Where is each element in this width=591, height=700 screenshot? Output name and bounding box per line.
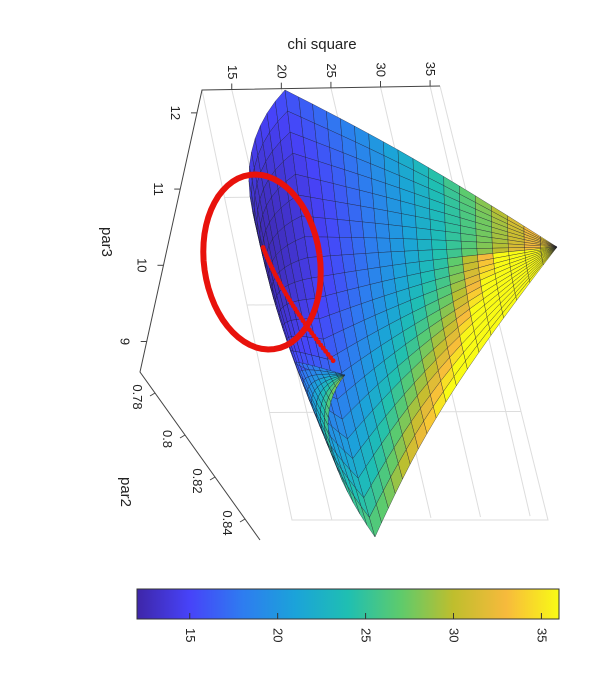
- surface-patch: [373, 208, 389, 225]
- colorbar-tick-label: 35: [534, 628, 549, 642]
- colorbar-tick-label: 15: [183, 628, 198, 642]
- par2-axis-label: par2: [117, 477, 134, 507]
- colorbar: 15 20 25 30 35: [136, 588, 560, 642]
- surface-patch: [345, 186, 361, 207]
- par2-tick-label: 0.8: [160, 430, 175, 448]
- par2-axis-ticks: 0.78 0.8 0.82 0.84: [130, 384, 246, 536]
- par3-tick-label: 10: [134, 258, 149, 272]
- surface-patch: [402, 238, 419, 252]
- surface-patch: [542, 246, 558, 266]
- surface-patch: [332, 183, 349, 204]
- surface-patch: [339, 237, 354, 256]
- surface-patch: [362, 221, 377, 239]
- z-tick-label: 15: [225, 65, 240, 79]
- surface-patch: [416, 238, 433, 251]
- surface-patch: [365, 252, 381, 270]
- surface-patch: [374, 222, 390, 239]
- z-axis-label: chi square: [287, 36, 356, 53]
- surface-patch: [347, 203, 363, 223]
- par3-tick-label: 12: [168, 106, 183, 120]
- surface-patch: [353, 253, 369, 272]
- par2-tick-label: 0.84: [220, 510, 235, 535]
- colorbar-ticks: 15 20 25 30 35: [183, 613, 549, 642]
- colorbar-tick-label: 25: [359, 628, 374, 642]
- par3-axis-ticks: 12 11 10 9: [118, 106, 197, 345]
- colorbar-gradient: [136, 588, 560, 620]
- surface-patch: [431, 239, 447, 251]
- z-axis-ticks: 15 20 25 30 35: [225, 62, 438, 90]
- surface-patch: [387, 210, 403, 227]
- axes: [139, 85, 441, 541]
- z-tick-label: 30: [374, 63, 389, 77]
- surface-patch: [349, 220, 365, 238]
- surface-patch: [388, 224, 404, 239]
- par2-tick-mark: [239, 518, 246, 523]
- surface-patch: [491, 242, 509, 249]
- par3-tick-label: 9: [118, 338, 133, 345]
- contour-marker: [260, 245, 266, 250]
- surface-patch: [378, 251, 393, 268]
- par2-tick-label: 0.78: [130, 384, 145, 409]
- surface-patch: [476, 241, 493, 249]
- surface-patch: [351, 237, 367, 255]
- par3-axis-label: par3: [98, 227, 115, 257]
- surface-patch: [390, 250, 406, 266]
- par2-tick-label: 0.82: [190, 468, 205, 493]
- colorbar-tick-label: 30: [447, 628, 462, 642]
- contour-ring: [200, 171, 336, 364]
- surface-patch: [360, 205, 376, 224]
- surface-patch: [415, 227, 432, 241]
- surface-patch: [445, 240, 462, 250]
- colorbar-tick-label: 20: [271, 628, 286, 642]
- contour-line: [200, 171, 324, 353]
- z-tick-label: 25: [324, 63, 339, 77]
- surface-patch: [430, 229, 447, 241]
- par2-tick-mark: [149, 392, 156, 397]
- surface: [248, 89, 558, 538]
- z-tick-label: 20: [274, 64, 289, 78]
- par2-tick-mark: [179, 434, 186, 439]
- surface-patch: [401, 225, 418, 240]
- par2-tick-mark: [209, 476, 216, 481]
- surface-patch: [460, 240, 478, 250]
- surface-patch: [355, 268, 371, 288]
- surface-patch: [389, 238, 405, 253]
- surface-patch: [334, 201, 350, 221]
- surface-patch: [376, 237, 392, 253]
- par3-tick-label: 11: [151, 182, 166, 196]
- z-tick-label: 35: [423, 62, 438, 76]
- surface-patch: [417, 249, 434, 263]
- surface-patch: [363, 237, 379, 254]
- surface-patch: [337, 219, 352, 238]
- surface-patch: [404, 250, 420, 264]
